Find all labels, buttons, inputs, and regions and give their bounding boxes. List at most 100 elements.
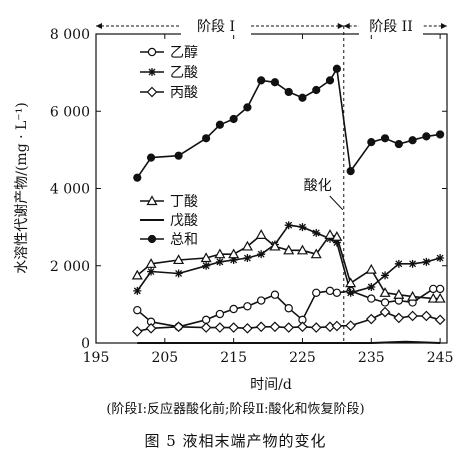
x-tick-label: 205 (151, 350, 178, 366)
series-总和-point (422, 132, 431, 141)
series-总和-point (257, 76, 266, 85)
legend-swatch-marker (147, 234, 157, 244)
series-丙酸-point (214, 322, 226, 333)
series-总和-point (243, 103, 252, 112)
series-丁酸-point (200, 252, 212, 263)
series-丙酸-point (255, 321, 267, 333)
series-丙酸-point (434, 314, 446, 326)
series-总和-point (436, 130, 445, 139)
series-丙酸-point (379, 306, 391, 318)
series-乙酸-point (408, 259, 417, 268)
series-乙酸-point (367, 282, 376, 291)
legend-bg (136, 192, 216, 210)
acidification-annotation: 酸化 (304, 178, 332, 194)
legend-label: 乙醇 (170, 44, 198, 61)
series-丙酸-point (228, 322, 239, 333)
series-丙酸-point (200, 322, 212, 333)
series-总和-point (312, 85, 321, 95)
y-tick-label: 2 000 (50, 259, 90, 275)
series-丙酸-point (242, 322, 253, 334)
series-丁酸-point (427, 292, 439, 303)
legend-bg (136, 43, 216, 61)
series-乙醇-point (256, 296, 266, 305)
series-乙酸-point (202, 261, 211, 270)
phase-arrow-head-left (96, 23, 102, 29)
phase-arrow-head-left (343, 23, 350, 29)
series-乙酸-point (381, 271, 390, 280)
x-tick-label: 215 (220, 350, 247, 366)
series-丙酸-point (345, 320, 356, 331)
series-layer (131, 64, 446, 344)
series-乙酸-point (298, 223, 307, 232)
legend-swatch-marker (147, 47, 157, 57)
series-总和-point (380, 134, 390, 143)
series-丙酸-point (331, 320, 343, 332)
legend-swatch-marker (146, 86, 158, 98)
series-乙酸-point (422, 257, 431, 266)
x-tick-label: 195 (83, 350, 110, 366)
series-总和-point (133, 173, 142, 182)
legend-label: 总和 (170, 232, 198, 248)
series-乙醇-point (332, 288, 342, 297)
phase-arrow-head-right (441, 23, 447, 29)
legend-label: 丁酸 (170, 194, 198, 210)
legend-swatch-marker (146, 195, 158, 206)
series-丁酸-point (241, 240, 253, 251)
legend-label: 乙酸 (170, 65, 198, 81)
series-丁酸-point (214, 248, 226, 259)
x-tick-label: 225 (289, 350, 316, 366)
phase-label: 阶段 I (197, 19, 235, 35)
series-总和-point (367, 138, 376, 147)
series-丁酸-point (173, 254, 185, 265)
series-乙酸-point (332, 238, 341, 247)
series-丁酸-point (365, 263, 377, 274)
series-丁酸-point (434, 292, 446, 303)
series-丙酸-point (407, 310, 418, 322)
series-乙酸-point (312, 228, 321, 237)
figure-caption: 图 5 液相末端产物的变化 (144, 432, 327, 450)
series-总和-point (284, 87, 293, 97)
series-乙酸-point (436, 254, 445, 263)
legend-label: 戊酸 (170, 213, 198, 229)
legend-bg (136, 230, 216, 248)
series-乙醇 (133, 284, 445, 331)
series-丁酸 (131, 229, 446, 303)
series-乙醇-point (325, 286, 335, 296)
axes: 195 205 215 225 235 245 0 2 000 4 000 6 000 8 000 (50, 27, 454, 366)
phase-arrow-head-right (337, 23, 344, 29)
series-丁酸-point (131, 269, 143, 280)
series-丙酸-point (365, 313, 377, 325)
series-乙酸-point (174, 269, 183, 278)
series-丙酸-point (145, 322, 157, 334)
series-丁酸-point (393, 288, 405, 299)
series-总和-point (174, 151, 183, 160)
series-丁酸-point (331, 231, 343, 241)
series-丙酸-point (131, 326, 143, 337)
series-总和-point (215, 120, 224, 129)
series-乙醇-point (284, 304, 293, 313)
series-丙酸-point (297, 321, 308, 333)
phase-label: 阶段 II (369, 19, 413, 35)
series-总和-point (408, 136, 417, 145)
series-乙醇-point (435, 284, 445, 294)
series-丙酸-point (310, 322, 322, 333)
series-丙酸-point (269, 321, 281, 333)
series-乙酸-point (229, 255, 238, 264)
series-乙醇-point (270, 290, 280, 299)
series-总和-point (229, 114, 238, 124)
y-tick-label: 0 (81, 336, 90, 352)
series-乙酸-point (394, 259, 403, 268)
series-乙醇-point (367, 294, 376, 303)
x-axis-label: 时间/d (250, 377, 292, 393)
phase-markers: 阶段 I 阶段 II 酸化 (96, 15, 447, 343)
series-丙酸-point (421, 310, 432, 322)
series-丙酸 (131, 306, 446, 337)
legend-label: 丙酸 (170, 85, 198, 101)
x-tick-label: 235 (358, 350, 385, 366)
series-丁酸-point (255, 229, 267, 239)
y-tick-label: 6 000 (50, 104, 90, 120)
legend-swatch-marker (148, 68, 156, 76)
series-乙酸-point (147, 267, 156, 276)
series-总和-point (146, 153, 156, 162)
